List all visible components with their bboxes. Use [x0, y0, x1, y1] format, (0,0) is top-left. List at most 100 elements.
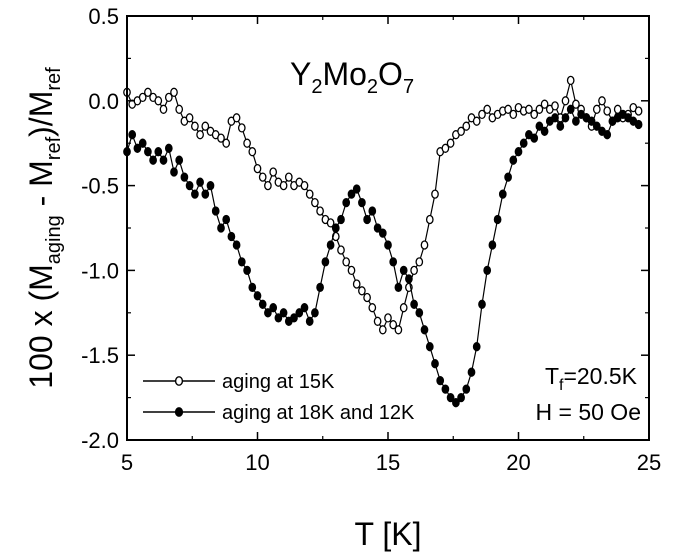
y-label-mid2: )/M [23, 91, 59, 137]
data-point [378, 325, 387, 335]
annotation-tf-t: T [545, 363, 559, 389]
data-point [201, 189, 210, 199]
data-point [159, 155, 168, 165]
data-point [587, 116, 596, 126]
data-point [540, 99, 549, 109]
y-label-sub-ref1: ref [43, 136, 65, 160]
series-layer [123, 75, 643, 408]
data-point [253, 163, 262, 174]
title-sub-2: 2 [367, 76, 378, 98]
data-point [551, 113, 559, 123]
data-point [363, 292, 371, 303]
data-point [415, 308, 424, 318]
x-tick-label: 15 [376, 450, 400, 475]
data-point [305, 189, 314, 199]
data-point [253, 291, 262, 301]
data-point [326, 240, 335, 250]
plot-area [123, 75, 643, 408]
data-point [540, 126, 549, 136]
data-point [191, 189, 199, 199]
data-point [368, 206, 377, 216]
legend-item-aging-15k: aging at 15K [143, 371, 335, 393]
data-point [170, 87, 178, 97]
title-sub-1: 2 [311, 76, 322, 98]
data-point [509, 109, 518, 120]
data-point [222, 138, 231, 148]
data-point [358, 286, 366, 296]
x-axis: 5 10 15 20 25 [121, 16, 661, 475]
data-point [436, 375, 445, 386]
y-label-sub-ref2: ref [43, 67, 65, 91]
data-point [472, 116, 481, 126]
data-point [128, 130, 137, 140]
data-point [269, 167, 278, 177]
data-point [337, 245, 345, 255]
data-point [405, 274, 413, 284]
data-point [305, 316, 314, 326]
data-point [138, 138, 147, 148]
data-point [191, 121, 199, 131]
data-point [175, 104, 184, 114]
data-point [274, 313, 283, 323]
annotation-field: H = 50 Oe [536, 399, 641, 425]
data-point [243, 265, 251, 276]
legend-item-aging-18k-12k: aging at 18K and 12K [143, 402, 415, 424]
data-point [300, 180, 309, 191]
x-tick-label: 20 [506, 450, 530, 475]
data-point [472, 342, 481, 352]
data-point [514, 147, 523, 157]
data-point [337, 214, 345, 225]
data-point [566, 104, 575, 114]
legend-marker-filled [174, 407, 184, 417]
data-point [425, 342, 434, 352]
data-point [279, 180, 288, 191]
data-point [535, 121, 544, 131]
legend-marker-open [174, 376, 184, 386]
annotation-tf: Tf=20.5K [545, 363, 638, 394]
title-sub-3: 7 [403, 76, 414, 98]
data-point [237, 257, 246, 267]
data-point [603, 106, 612, 116]
data-point [326, 218, 335, 228]
data-point [170, 167, 178, 177]
data-point [384, 313, 392, 323]
data-point [572, 116, 580, 126]
y-label-prefix: 100 x (M [23, 264, 59, 388]
data-point [634, 119, 643, 130]
y-axis: -2.0 -1.5 -1.0 -0.5 0.0 0.5 [81, 4, 649, 453]
data-point [295, 308, 304, 318]
data-point [483, 265, 492, 276]
data-point [185, 113, 194, 123]
data-point [373, 223, 382, 233]
x-tick-label: 25 [637, 450, 661, 475]
data-point [410, 265, 418, 276]
data-point [248, 147, 257, 157]
data-point [180, 172, 189, 182]
y-label-sub-aging: aging [43, 215, 65, 264]
data-point [498, 189, 507, 199]
data-point [144, 87, 152, 97]
title-o: O [378, 56, 403, 92]
data-point [457, 392, 465, 403]
data-point [368, 303, 377, 313]
data-point [227, 231, 236, 242]
data-point [525, 104, 533, 114]
data-point [394, 282, 403, 293]
data-point [258, 172, 267, 182]
data-point [566, 75, 575, 86]
data-point [321, 257, 330, 267]
x-axis-label: T [K] [355, 516, 422, 552]
legend-label-aging-18k-12k: aging at 18K and 12K [222, 402, 415, 424]
data-point [556, 121, 565, 131]
data-point [378, 228, 387, 238]
data-point [389, 320, 398, 330]
data-point [483, 104, 492, 114]
data-point [347, 265, 356, 276]
data-point [410, 299, 418, 309]
data-point [467, 367, 476, 377]
data-point [420, 240, 429, 250]
y-label-mid: - M [23, 160, 59, 215]
data-point [441, 143, 450, 153]
